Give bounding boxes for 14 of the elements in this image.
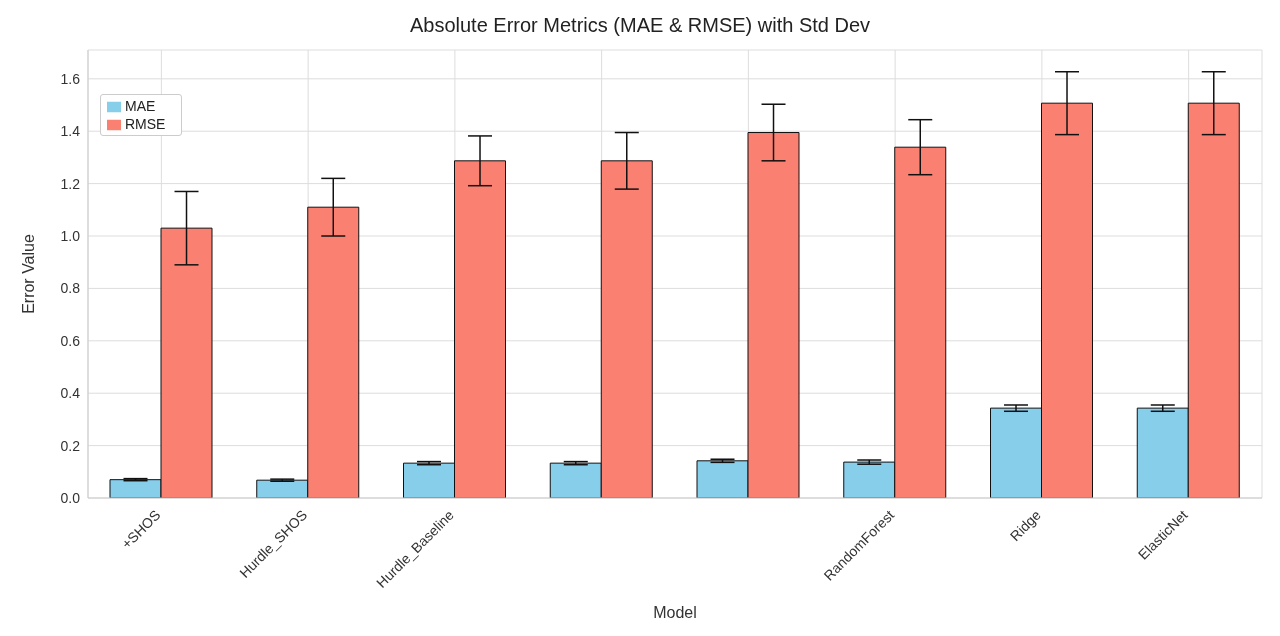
y-tick-label: 1.6: [60, 70, 81, 87]
y-tick-label: 1.0: [60, 227, 81, 244]
legend-label: MAE: [125, 98, 156, 114]
y-axis-title: Error Value: [19, 234, 37, 314]
legend-label: RMSE: [125, 116, 166, 132]
y-tick-label: 0.6: [60, 332, 81, 349]
chart-title: Absolute Error Metrics (MAE & RMSE) with Std Dev: [408, 13, 872, 38]
y-tick-label: 1.2: [60, 175, 81, 192]
y-tick-label: 0.4: [60, 385, 81, 402]
y-tick-label: 0.2: [60, 437, 81, 454]
y-tick-label: 0.0: [60, 489, 81, 506]
y-tick-label: 1.4: [60, 123, 81, 140]
y-tick-label: 0.8: [60, 280, 81, 297]
x-axis-title: Model: [653, 604, 697, 621]
